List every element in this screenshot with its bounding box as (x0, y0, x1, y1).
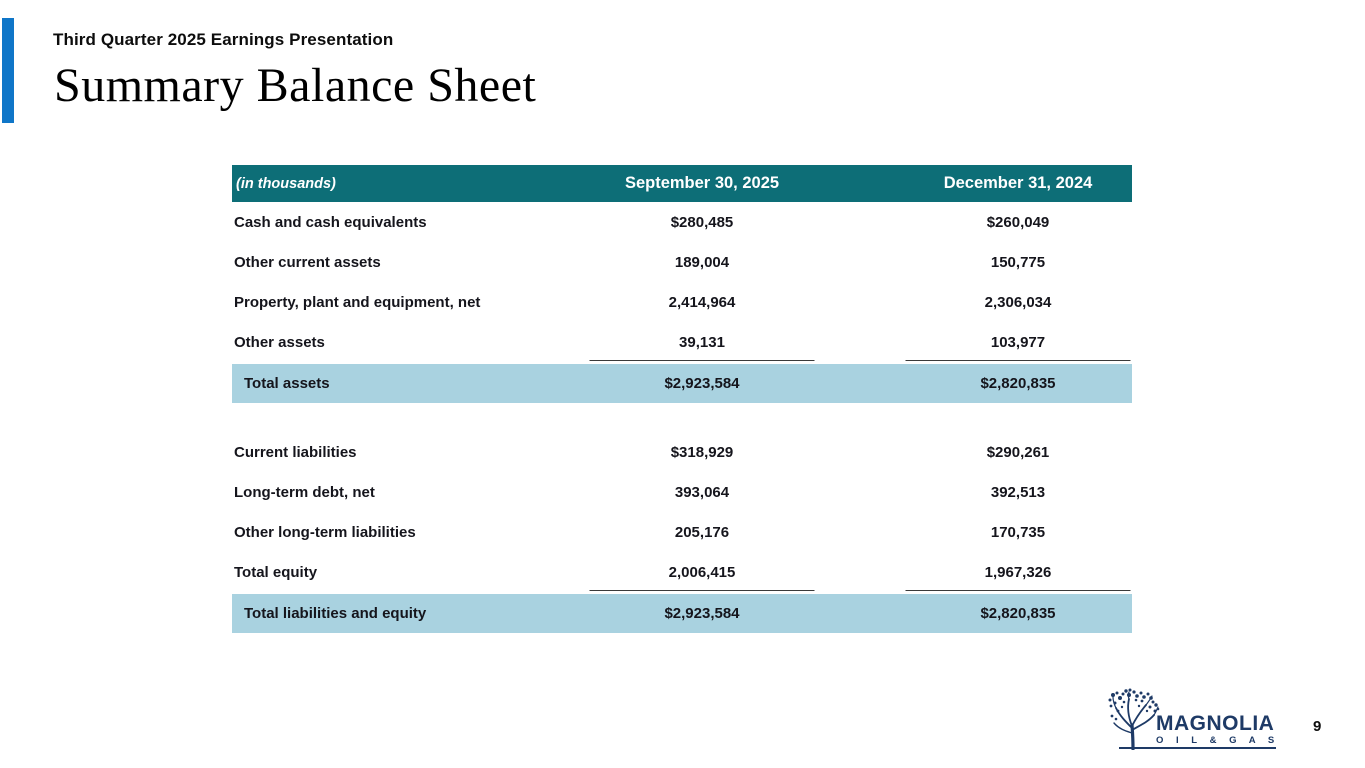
logo-company-name: MAGNOLIA (1156, 712, 1275, 735)
magnolia-tree-icon (1108, 688, 1160, 750)
section-spacer (232, 403, 1132, 432)
row-label: Current liabilities (234, 443, 357, 461)
table-row-other-current-assets: Other current assets 189,004 150,775 (232, 242, 1132, 282)
table-row-cash: Cash and cash equivalents $280,485 $260,… (232, 202, 1132, 242)
table-row-current-liabilities: Current liabilities $318,929 $290,261 (232, 432, 1132, 472)
table-header-row: (in thousands) September 30, 2025 Decemb… (232, 165, 1132, 202)
accent-bar (2, 18, 14, 123)
value-december-2024: 103,977 (904, 334, 1132, 351)
value-september-2025: $2,923,584 (664, 605, 740, 622)
value-september-2025: 39,131 (572, 334, 832, 351)
row-label: Cash and cash equivalents (234, 213, 427, 231)
row-label: Long-term debt, net (234, 483, 375, 501)
value-december-2024: $2,820,835 (980, 605, 1056, 622)
table-row-long-term-debt: Long-term debt, net 393,064 392,513 (232, 472, 1132, 512)
value-september-2025: 205,176 (674, 523, 730, 541)
table-row-ppe-net: Property, plant and equipment, net 2,414… (232, 282, 1132, 322)
row-label: Other long-term liabilities (234, 523, 416, 541)
unit-label: (in thousands) (236, 175, 336, 192)
row-label: Total assets (244, 375, 330, 392)
value-december-2024: $2,820,835 (980, 375, 1056, 392)
value-september-2025: $280,485 (670, 213, 734, 231)
value-december-2024: $260,049 (986, 213, 1050, 231)
row-label: Total liabilities and equity (244, 605, 427, 622)
magnolia-logo: MAGNOLIA O I L & G A S (1106, 688, 1276, 750)
presentation-subtitle: Third Quarter 2025 Earnings Presentation (53, 30, 394, 49)
row-label: Property, plant and equipment, net (234, 293, 481, 311)
value-december-2024: 1,967,326 (904, 564, 1132, 581)
table-row-total-assets: Total assets $2,923,584 $2,820,835 (232, 364, 1132, 403)
balance-sheet-table: (in thousands) September 30, 2025 Decemb… (232, 165, 1132, 633)
row-label: Total equity (234, 563, 318, 581)
value-september-2025: $318,929 (670, 443, 734, 461)
table-row-other-assets: Other assets 39,131 103,977 (232, 322, 1132, 362)
column-header-september-2025: September 30, 2025 (624, 174, 780, 192)
table-row-total-equity: Total equity 2,006,415 1,967,326 (232, 552, 1132, 592)
logo-oil-and-gas-label: O I L & G A S (1156, 735, 1280, 746)
column-header-december-2024: December 31, 2024 (943, 174, 1093, 192)
value-september-2025: 2,414,964 (668, 293, 736, 311)
value-december-2024: $290,261 (986, 443, 1050, 461)
value-december-2024: 170,735 (990, 523, 1046, 541)
value-december-2024: 392,513 (990, 483, 1046, 501)
row-label: Other current assets (234, 253, 381, 271)
logo-baseline-rule (1119, 747, 1276, 749)
value-september-2025: 189,004 (674, 253, 730, 271)
page-title: Summary Balance Sheet (54, 59, 537, 112)
table-row-total-liabilities-and-equity: Total liabilities and equity $2,923,584 … (232, 594, 1132, 633)
value-december-2024: 2,306,034 (984, 293, 1052, 311)
logo-text: MAGNOLIA O I L & G A S (1156, 713, 1276, 746)
value-december-2024: 150,775 (990, 253, 1046, 271)
page-number: 9 (1313, 718, 1322, 735)
value-september-2025: 393,064 (674, 483, 730, 501)
row-label: Other assets (234, 333, 325, 351)
value-september-2025: 2,006,415 (572, 564, 832, 581)
table-row-other-long-term-liabilities: Other long-term liabilities 205,176 170,… (232, 512, 1132, 552)
value-september-2025: $2,923,584 (664, 375, 740, 392)
